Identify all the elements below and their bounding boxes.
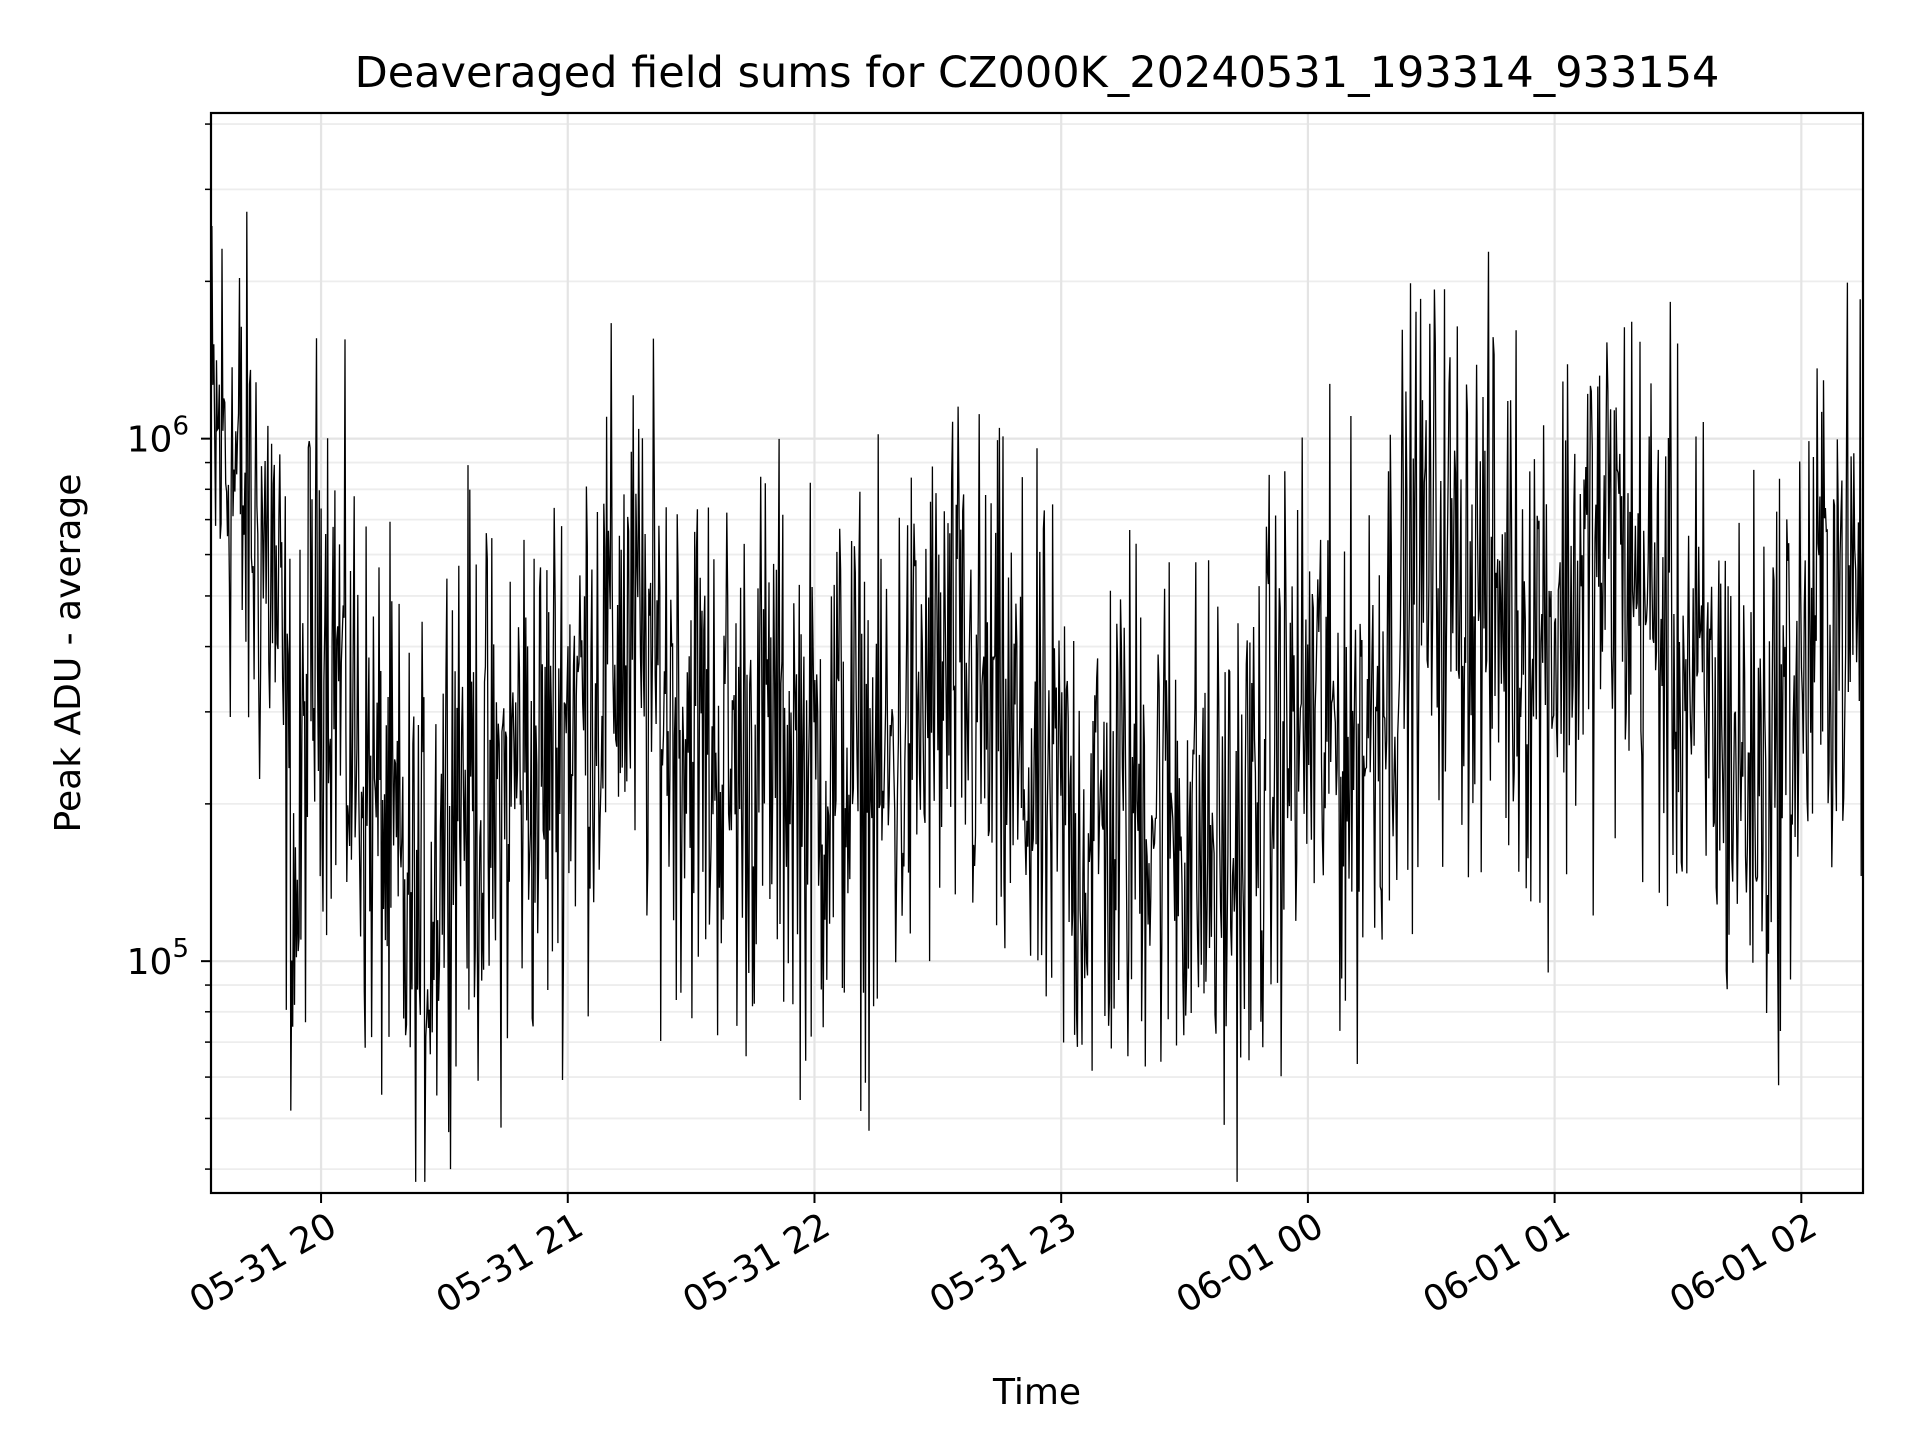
y-tick-label: 106: [127, 412, 189, 461]
y-axis-label: Peak ADU - average: [48, 474, 89, 833]
series-layer: [210, 211, 1864, 1182]
y-tick-label: 105: [127, 934, 189, 983]
chart-title: Deaveraged field sums for CZ000K_2024053…: [355, 48, 1720, 98]
plot-frame: [209, 111, 1865, 1195]
x-axis-label: Time: [992, 1372, 1081, 1413]
series-line: [210, 211, 1864, 1182]
ticks: [201, 123, 1803, 1203]
